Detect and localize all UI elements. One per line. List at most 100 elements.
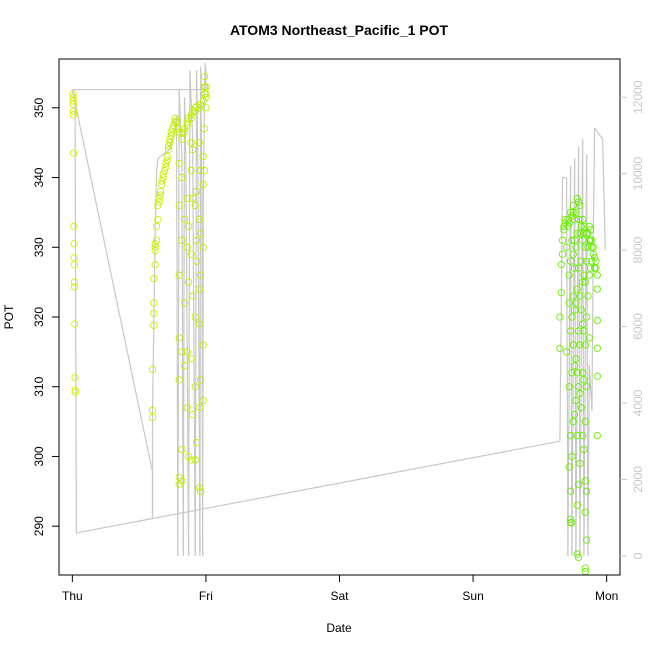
data-point bbox=[568, 236, 576, 244]
data-point bbox=[192, 236, 201, 244]
altitude-segment bbox=[569, 166, 573, 556]
y-tick-label: 330 bbox=[32, 237, 46, 257]
data-point bbox=[183, 121, 191, 129]
data-point bbox=[582, 536, 591, 544]
altitude-segment bbox=[181, 158, 184, 556]
data-point bbox=[592, 257, 600, 265]
data-point bbox=[71, 386, 79, 394]
data-point bbox=[187, 139, 195, 147]
data-point bbox=[196, 376, 205, 384]
data-point bbox=[573, 550, 581, 558]
data-point bbox=[187, 250, 195, 258]
data-point bbox=[70, 222, 78, 231]
altitude-segment bbox=[587, 364, 590, 556]
data-point bbox=[192, 187, 201, 196]
data-point bbox=[581, 508, 589, 516]
data-point bbox=[195, 285, 203, 293]
data-point bbox=[150, 274, 158, 283]
data-point bbox=[71, 374, 79, 382]
data-point bbox=[580, 376, 588, 384]
data-point bbox=[148, 365, 157, 373]
x-axis: Thu Fri Sat Sun Mon bbox=[62, 575, 618, 603]
data-point bbox=[178, 445, 186, 454]
data-point bbox=[151, 243, 159, 251]
data-point bbox=[577, 403, 585, 412]
data-point bbox=[184, 278, 193, 286]
data-point bbox=[69, 111, 78, 119]
data-point bbox=[566, 327, 575, 335]
data-point bbox=[191, 313, 199, 321]
data-point bbox=[183, 243, 191, 251]
data-point bbox=[590, 254, 599, 262]
data-point bbox=[592, 264, 600, 272]
altitude-segment bbox=[203, 62, 206, 90]
data-point bbox=[171, 114, 179, 122]
data-point bbox=[187, 355, 195, 363]
data-point bbox=[574, 327, 583, 335]
data-point bbox=[568, 369, 576, 377]
data-point bbox=[199, 341, 207, 349]
data-point bbox=[199, 180, 207, 189]
data-point bbox=[200, 125, 209, 133]
data-point bbox=[175, 201, 183, 210]
data-point bbox=[574, 553, 583, 562]
data-point bbox=[175, 128, 183, 136]
data-point bbox=[187, 114, 195, 122]
right-tick-label: 12000 bbox=[631, 80, 645, 114]
data-point bbox=[183, 194, 191, 203]
altitude-segment bbox=[191, 135, 196, 556]
data-point bbox=[175, 271, 183, 279]
data-point bbox=[164, 142, 173, 150]
data-point bbox=[562, 348, 571, 356]
data-point bbox=[178, 236, 186, 244]
data-point bbox=[574, 198, 583, 206]
data-point bbox=[570, 215, 579, 224]
altitude-segment bbox=[202, 89, 206, 205]
data-point bbox=[593, 271, 601, 279]
data-point bbox=[180, 128, 189, 136]
data-point bbox=[569, 208, 577, 217]
data-point bbox=[558, 250, 567, 258]
data-point bbox=[565, 271, 573, 279]
data-point bbox=[70, 278, 79, 286]
data-point bbox=[195, 403, 203, 412]
right-tick-label: 10000 bbox=[631, 157, 645, 191]
data-point bbox=[172, 118, 181, 126]
altitude-segment bbox=[71, 89, 154, 472]
data-point bbox=[152, 236, 161, 244]
y-tick-label: 300 bbox=[32, 446, 46, 466]
y-tick-label: 290 bbox=[32, 516, 46, 536]
data-point bbox=[178, 135, 186, 143]
data-point bbox=[175, 334, 183, 342]
data-point bbox=[162, 163, 170, 171]
data-point bbox=[585, 334, 593, 342]
altitude-segment bbox=[155, 158, 159, 174]
data-point bbox=[582, 257, 591, 265]
data-point bbox=[573, 369, 581, 377]
data-point bbox=[593, 285, 601, 293]
data-point bbox=[158, 177, 166, 185]
data-point bbox=[188, 410, 197, 419]
data-point bbox=[69, 97, 77, 105]
data-point bbox=[593, 431, 601, 440]
data-point bbox=[167, 132, 175, 140]
data-point bbox=[568, 313, 576, 321]
data-point bbox=[569, 417, 577, 426]
right-axis: 0 2000 4000 6000 8000 10000 12000 bbox=[620, 80, 645, 559]
data-point bbox=[168, 125, 177, 133]
data-point bbox=[584, 243, 592, 251]
data-point bbox=[70, 254, 78, 262]
data-point bbox=[577, 222, 585, 231]
data-point bbox=[164, 145, 173, 154]
x-tick-label: Thu bbox=[62, 589, 83, 603]
data-point bbox=[71, 320, 79, 328]
data-point bbox=[180, 215, 189, 224]
data-point bbox=[581, 417, 589, 426]
data-point bbox=[573, 194, 581, 203]
data-point bbox=[69, 93, 77, 102]
data-point bbox=[154, 215, 162, 224]
chart-title: ATOM3 Northeast_Pacific_1 POT bbox=[230, 22, 449, 38]
data-point bbox=[71, 388, 79, 396]
